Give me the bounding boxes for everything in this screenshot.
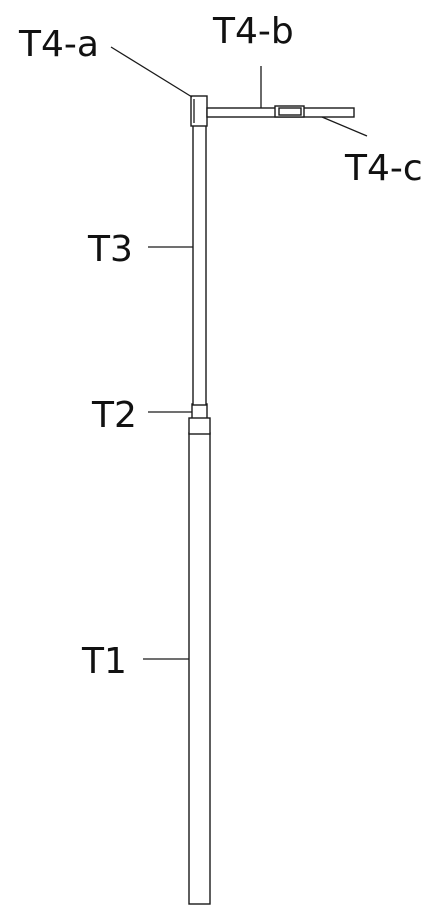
pole-section-t1 <box>188 432 211 905</box>
label-t1: T1 <box>81 641 127 682</box>
label-t2: T2 <box>91 395 137 436</box>
label-t4b: T4-b <box>212 11 294 52</box>
arm-end-fitting-inner <box>278 107 302 116</box>
label-t3: T3 <box>87 229 133 270</box>
label-t4a: T4-a <box>18 24 99 65</box>
joint-sleeve-t2-lower <box>188 417 211 435</box>
leader-line-t4a <box>110 46 193 98</box>
pole-section-t3 <box>192 117 207 406</box>
leader-line-t4c <box>321 116 368 137</box>
label-t4c: T4-c <box>344 148 423 189</box>
